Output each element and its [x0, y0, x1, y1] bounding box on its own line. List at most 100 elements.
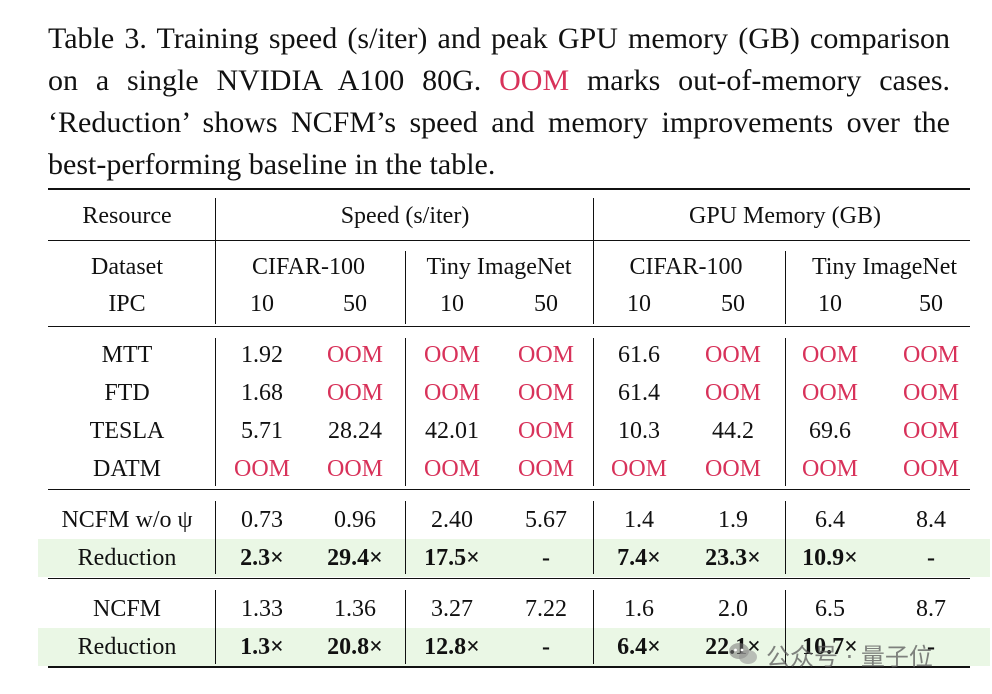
ipc-value: 50 — [721, 291, 745, 317]
oom-cell: OOM — [902, 380, 959, 406]
reduction-row-label: Reduction — [77, 545, 177, 571]
ipc-value: 10 — [818, 291, 842, 317]
value-cell: 6.4 — [815, 507, 845, 533]
oom-cell: OOM — [902, 342, 959, 368]
column-divider — [215, 590, 216, 664]
caption-text: Table 3. Training speed (s/iter) and pea… — [48, 22, 950, 97]
column-divider — [405, 251, 406, 324]
value-cell: 1.36 — [334, 596, 376, 622]
column-divider — [215, 338, 216, 486]
speed-header: Speed (s/iter) — [340, 203, 470, 229]
value-cell: 0.73 — [241, 507, 283, 533]
oom-cell: OOM — [423, 380, 480, 406]
caption-oom-marker: OOM — [499, 64, 570, 97]
oom-cell: OOM — [423, 456, 480, 482]
oom-cell: OOM — [423, 342, 480, 368]
method-name: DATM — [92, 456, 161, 482]
ipc-value: 50 — [534, 291, 558, 317]
value-cell: 5.71 — [241, 418, 283, 444]
value-cell: 0.96 — [334, 507, 376, 533]
watermark: 公众号 · 量子位 — [728, 636, 933, 672]
oom-cell: OOM — [902, 456, 959, 482]
oom-cell: OOM — [517, 456, 574, 482]
value-cell: 10.3 — [618, 418, 660, 444]
column-divider — [785, 251, 786, 324]
value-cell: 2.0 — [718, 596, 748, 622]
dataset-header: Dataset — [91, 254, 163, 280]
caption-text-end: marks out-of-memory cases. ‘Reduction’ s… — [48, 64, 950, 181]
column-divider — [593, 501, 594, 574]
oom-cell: OOM — [801, 380, 858, 406]
reduction-highlight — [38, 539, 990, 577]
value-cell: 42.01 — [425, 418, 479, 444]
column-divider — [405, 501, 406, 574]
column-divider — [215, 501, 216, 574]
mid-rule — [48, 489, 970, 490]
value-cell: - — [542, 634, 550, 660]
column-divider — [785, 590, 786, 664]
method-name: NCFM — [92, 596, 162, 622]
dataset-name: CIFAR-100 — [252, 254, 365, 280]
column-divider — [593, 338, 594, 486]
value-cell: - — [927, 545, 935, 571]
value-cell: 1.92 — [241, 342, 283, 368]
value-cell: 8.4 — [916, 507, 946, 533]
value-cell: 1.68 — [241, 380, 283, 406]
value-cell: - — [927, 634, 935, 660]
value-cell: 29.4× — [327, 545, 383, 571]
ipc-value: 50 — [919, 291, 943, 317]
dataset-name: Tiny ImageNet — [811, 254, 958, 280]
method-name: MTT — [101, 342, 153, 368]
oom-cell: OOM — [801, 456, 858, 482]
value-cell: 8.7 — [916, 596, 946, 622]
value-cell: 10.9× — [802, 545, 858, 571]
oom-cell: OOM — [704, 342, 761, 368]
oom-cell: OOM — [233, 456, 290, 482]
oom-cell: OOM — [326, 342, 383, 368]
ipc-value: 10 — [250, 291, 274, 317]
value-cell: 1.9 — [718, 507, 748, 533]
value-cell: 6.5 — [815, 596, 845, 622]
oom-cell: OOM — [517, 418, 574, 444]
ipc-header: IPC — [108, 291, 146, 317]
value-cell: 10.7× — [802, 634, 858, 660]
wechat-icon — [729, 643, 757, 664]
column-divider — [785, 501, 786, 574]
ipc-value: 10 — [440, 291, 464, 317]
value-cell: 2.40 — [431, 507, 473, 533]
value-cell: - — [542, 545, 550, 571]
watermark-text: 公众号 · 量子位 — [766, 642, 933, 671]
ipc-value: 10 — [627, 291, 651, 317]
column-divider — [593, 251, 594, 324]
dataset-name: Tiny ImageNet — [426, 254, 572, 280]
value-cell: 7.22 — [525, 596, 567, 622]
oom-cell: OOM — [801, 342, 858, 368]
oom-cell: OOM — [704, 456, 761, 482]
resource-header: Resource — [82, 203, 172, 229]
column-divider — [405, 590, 406, 664]
method-name: NCFM w/o ψ — [61, 507, 193, 533]
table-caption: Table 3. Training speed (s/iter) and pea… — [48, 18, 950, 186]
oom-cell: OOM — [704, 380, 761, 406]
oom-cell: OOM — [610, 456, 667, 482]
oom-cell: OOM — [517, 380, 574, 406]
value-cell: 3.27 — [431, 596, 473, 622]
value-cell: 5.67 — [525, 507, 567, 533]
memory-header: GPU Memory (GB) — [689, 203, 881, 229]
group-rule — [48, 240, 970, 241]
oom-cell: OOM — [326, 380, 383, 406]
value-cell: 6.4× — [617, 634, 661, 660]
method-name: TESLA — [89, 418, 165, 444]
value-cell: 1.33 — [241, 596, 283, 622]
reduction-highlight — [38, 628, 990, 666]
column-divider — [215, 251, 216, 324]
ipc-value: 50 — [343, 291, 367, 317]
value-cell: 17.5× — [424, 545, 480, 571]
value-cell: 69.6 — [809, 418, 851, 444]
value-cell: 1.6 — [624, 596, 654, 622]
value-cell: 12.8× — [424, 634, 480, 660]
dataset-name: CIFAR-100 — [629, 254, 743, 280]
oom-cell: OOM — [326, 456, 383, 482]
value-cell: 28.24 — [328, 418, 382, 444]
method-name: FTD — [104, 380, 150, 406]
